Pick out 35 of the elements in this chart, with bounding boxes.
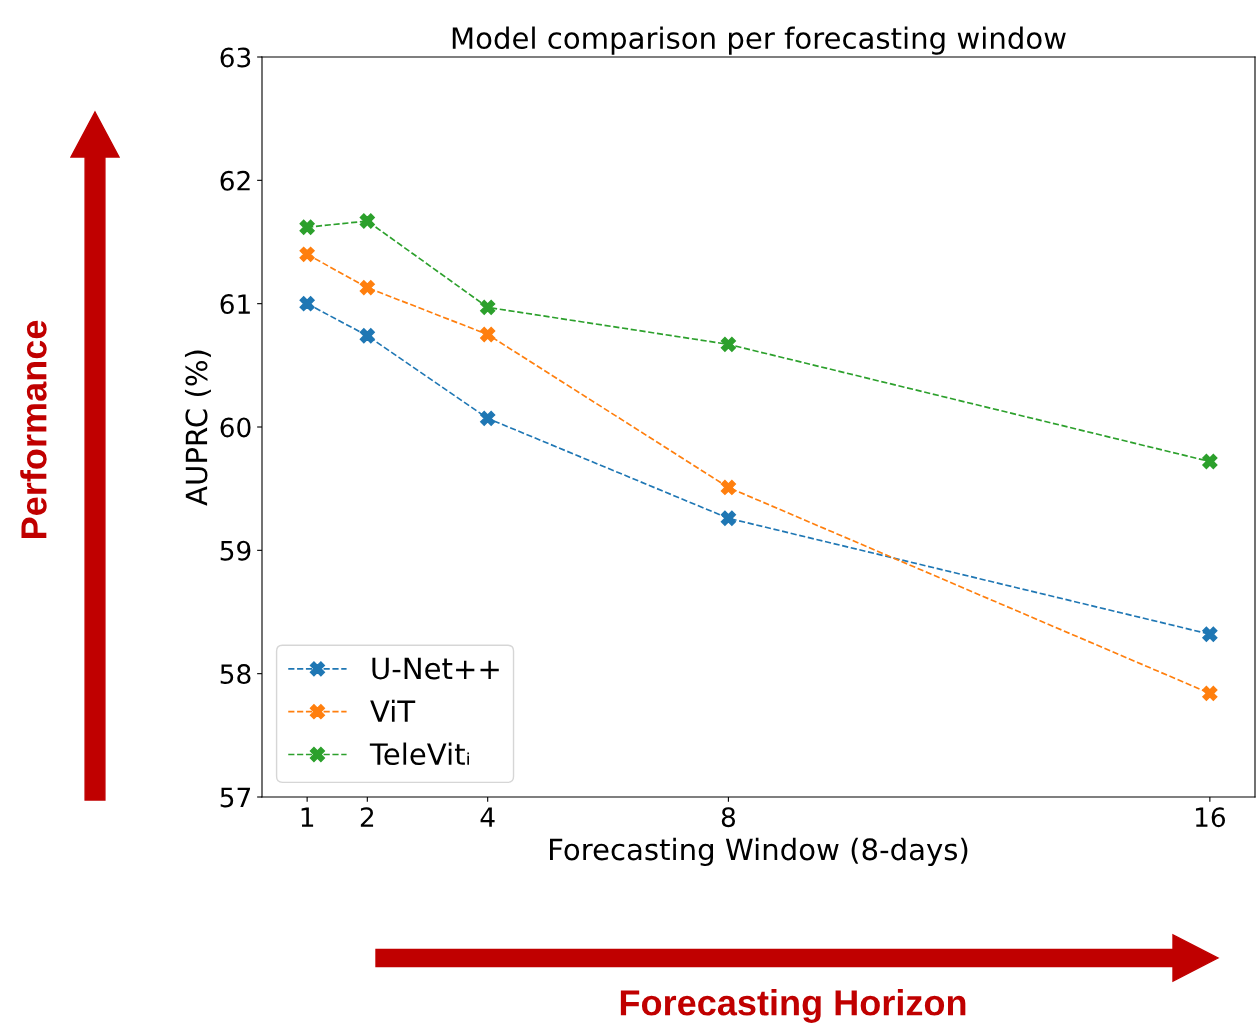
point [359, 328, 375, 344]
y-tick-label: 61 [220, 294, 250, 315]
point [299, 246, 315, 262]
point [1202, 626, 1218, 642]
y-tick-label: 59 [220, 540, 251, 561]
x-tick-label: 1 [301, 807, 314, 827]
legend-label: ViT [370, 699, 416, 722]
point [359, 279, 375, 296]
point [720, 336, 737, 353]
point [480, 326, 496, 343]
y-axis-title: AUPRC (%) [184, 350, 211, 506]
text: Forecasting Horizon [620, 989, 966, 1023]
chart-title: Model comparison per forecasting window [452, 26, 1066, 55]
point [720, 479, 737, 496]
x-axis-title: Forecasting Window (8-days) [550, 837, 968, 867]
y-tick-label: 58 [220, 664, 251, 685]
x-tick-label: 2 [360, 807, 374, 827]
text: Performance [20, 320, 47, 538]
point [299, 219, 315, 235]
legend-label: U-Net++ [372, 657, 499, 680]
x-tick-label: 16 [1195, 807, 1225, 828]
y-tick-label: 62 [220, 170, 250, 191]
point [480, 410, 496, 427]
y-tick-label: 57 [220, 787, 251, 808]
point [359, 213, 375, 229]
legend-label: TeleVitᵢ [369, 742, 469, 766]
point [1202, 453, 1218, 470]
point [1202, 685, 1218, 702]
point [720, 510, 737, 526]
point [299, 296, 315, 312]
x-tick-label: 4 [480, 807, 495, 827]
x-tick-label: 8 [721, 807, 735, 828]
point [480, 299, 496, 316]
y-tick-label: 63 [220, 47, 251, 68]
y-tick-label: 60 [220, 417, 251, 438]
